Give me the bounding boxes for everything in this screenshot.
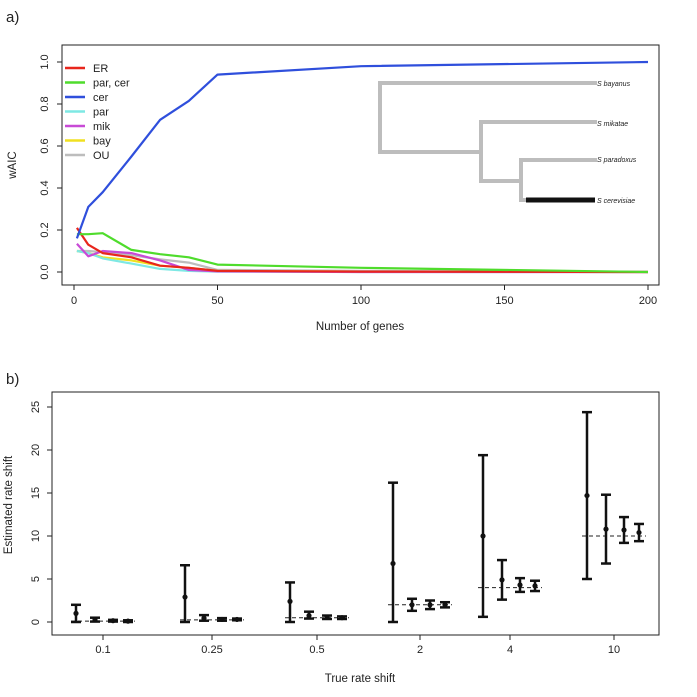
mean-point — [125, 618, 131, 624]
y-tick-label: 10 — [30, 530, 42, 542]
legend-label: ER — [93, 63, 108, 75]
y-tick-label: 0.6 — [39, 138, 51, 153]
mean-point — [409, 602, 415, 608]
mean-point — [427, 602, 433, 608]
y-tick-label: 0.2 — [39, 222, 51, 237]
x-tick-label: 50 — [211, 295, 223, 307]
panel-a-label: a) — [6, 9, 19, 26]
panel-b: b) 0.1 0.25 0.5 2 4 10 0 5 10 15 20 25 True rate s… — [3, 371, 660, 685]
mean-point — [324, 614, 330, 620]
y-tick-label: 1.0 — [39, 54, 51, 69]
legend-label: cer — [93, 92, 109, 104]
y-tick-label: 0 — [30, 619, 42, 625]
panel-a-y-label: wAIC — [7, 151, 19, 179]
panel-b-x-axis: 0.1 0.25 0.5 2 4 10 — [95, 635, 620, 656]
series-line-er — [75, 227, 649, 274]
x-tick-label: 200 — [639, 295, 657, 307]
species-label-mikatae: S mikatae — [597, 121, 628, 128]
x-tick-label: 0.5 — [309, 644, 324, 656]
panel-b-x-label: True rate shift — [325, 673, 396, 685]
y-tick-label: 20 — [30, 444, 42, 456]
legend-label: par, cer — [93, 78, 130, 90]
x-tick-label: 0.1 — [95, 644, 110, 656]
mean-point — [603, 526, 609, 532]
mean-point — [306, 612, 312, 619]
mean-point — [234, 616, 240, 623]
mean-point — [532, 583, 538, 589]
series-line-cer — [75, 60, 649, 239]
species-label-paradoxus: S paradoxus — [597, 157, 637, 164]
phylogenetic-tree: S bayanus S mikatae S paradoxus S cerevi… — [378, 81, 637, 205]
mean-point — [182, 594, 188, 600]
mean-point — [499, 577, 505, 583]
x-tick-label: 2 — [417, 644, 423, 656]
y-tick-label: 0.4 — [39, 180, 51, 195]
x-tick-label: 4 — [507, 644, 513, 656]
panel-a-series-lines — [75, 60, 649, 274]
panel-a-x-label: Number of genes — [316, 321, 404, 333]
mean-point — [287, 598, 293, 604]
mean-point — [339, 615, 345, 621]
panel-b-y-axis: 0 5 10 15 20 25 — [30, 401, 52, 625]
mean-point — [92, 617, 98, 623]
mean-point — [110, 618, 116, 624]
y-tick-label: 5 — [30, 576, 42, 582]
panel-b-error-bars — [71, 410, 646, 624]
mean-point — [219, 616, 225, 623]
mean-point — [517, 582, 523, 588]
mean-point — [636, 529, 642, 536]
y-tick-label: 15 — [30, 487, 42, 499]
mean-point — [480, 533, 486, 539]
panel-b-y-label: Estimated rate shift — [3, 455, 15, 554]
panel-a-legend: ER par, cer cer par mik bay OU — [65, 63, 130, 162]
mean-point — [621, 527, 627, 533]
legend-label: mik — [93, 121, 111, 133]
mean-point — [442, 602, 448, 608]
mean-point — [584, 492, 590, 499]
x-tick-label: 10 — [608, 644, 620, 656]
x-tick-label: 100 — [352, 295, 370, 307]
panel-a: a) 0 50 100 150 200 0.0 0.2 0.4 0.6 0.8 1.0 S bay… — [6, 9, 660, 333]
x-tick-label: 0.25 — [201, 644, 222, 656]
x-tick-label: 0 — [71, 295, 77, 307]
y-tick-label: 0.0 — [39, 264, 51, 279]
panel-b-frame — [51, 391, 660, 636]
panel-b-label: b) — [6, 371, 19, 388]
species-label-cerevisiae: S cerevisiae — [597, 198, 635, 205]
species-label-bayanus: S bayanus — [597, 81, 631, 88]
panel-a-y-axis: 0.0 0.2 0.4 0.6 0.8 1.0 — [39, 54, 62, 280]
mean-point — [201, 615, 207, 621]
y-tick-label: 25 — [30, 401, 42, 413]
x-tick-label: 150 — [495, 295, 513, 307]
mean-point — [390, 560, 396, 567]
panel-a-x-axis: 0 50 100 150 200 — [71, 285, 657, 307]
legend-label: par — [93, 107, 109, 119]
y-tick-label: 0.8 — [39, 96, 51, 111]
series-line-par--cer — [76, 232, 649, 274]
mean-point — [73, 610, 79, 617]
legend-label: OU — [93, 150, 110, 162]
legend-label: bay — [93, 136, 111, 148]
